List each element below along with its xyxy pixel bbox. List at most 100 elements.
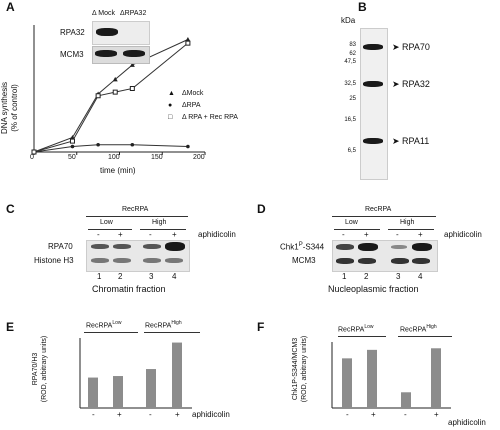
c-band (113, 258, 131, 263)
marker-label: 62 (349, 51, 356, 57)
data-point (95, 93, 101, 99)
x-tick: 50 (68, 154, 76, 161)
panel-d-header: RecRPA (365, 206, 392, 213)
band-label-rpa70: ➤ RPA70 (392, 42, 430, 52)
panel-f-letter: F (257, 320, 265, 334)
bar (431, 348, 441, 408)
sign: + (371, 410, 376, 419)
band-rpa70 (363, 44, 383, 50)
sign: + (434, 410, 439, 419)
series-line (33, 42, 189, 153)
panel-f-group2: RecRPAHigh (400, 324, 437, 334)
sign: - (404, 410, 407, 419)
sign: - (346, 410, 349, 419)
marker-label: 83 (349, 42, 356, 48)
sign: - (92, 410, 95, 419)
panel-c-caption: Chromatin fraction (92, 284, 166, 294)
lane: 2 (364, 272, 369, 281)
band-label-rpa11: ➤ RPA11 (392, 136, 430, 146)
d-band (412, 258, 430, 264)
sign: - (149, 410, 152, 419)
data-point (96, 142, 100, 147)
legend-item-recrpa: □ Δ RPA + Rec RPA (168, 114, 238, 121)
panel-f-treatment: aphidicolin (448, 418, 486, 427)
marker-label: 32,5 (344, 81, 356, 87)
sign: + (118, 230, 123, 239)
panel-e-treatment: aphidicolin (192, 410, 230, 419)
panel-b-unit: kDa (341, 16, 356, 25)
panel-f-chart (331, 342, 451, 409)
d-band (358, 243, 378, 251)
d-band (391, 258, 409, 264)
bar (401, 392, 411, 408)
panel-e-group1: RecRPALow (86, 320, 122, 330)
panel-c-group-low: Low (100, 219, 113, 226)
panel-a-xlabel: time (min) (100, 166, 136, 175)
bar (367, 349, 377, 408)
panel-b-letter: B (358, 0, 367, 14)
inset-row2: MCM3 (60, 50, 84, 59)
x-tick: 200 (193, 154, 205, 161)
panel-d-group-low: Low (345, 219, 358, 226)
data-point (129, 62, 135, 67)
d-band (336, 244, 354, 250)
data-point (130, 142, 135, 147)
panel-d-letter: D (257, 202, 266, 216)
inset-band-rpa32-mock (96, 28, 118, 36)
bar (88, 377, 98, 408)
band-label-rpa32: ➤ RPA32 (392, 79, 430, 89)
bar (342, 358, 352, 408)
sign: + (172, 230, 177, 239)
panel-a-letter: A (6, 0, 15, 14)
panel-d-row2: MCM3 (292, 256, 316, 265)
panel-c-letter: C (6, 202, 15, 216)
bar (113, 376, 123, 408)
data-point (185, 40, 191, 46)
lane: 3 (396, 272, 401, 281)
inset-col2: ΔRPA32 (120, 10, 147, 17)
panel-c-header: RecRPA (122, 206, 149, 213)
data-point (112, 89, 118, 95)
lane: 2 (118, 272, 123, 281)
panel-a-chart (31, 25, 206, 155)
c-band (91, 244, 109, 249)
lane: 4 (172, 272, 177, 281)
sign: + (117, 410, 122, 419)
lane: 1 (342, 272, 347, 281)
panel-d-row1: Chk1P-S344 (280, 242, 325, 252)
x-tick: 0 (30, 154, 34, 161)
data-point (69, 138, 75, 144)
panel-e-letter: E (6, 320, 15, 334)
c-band (143, 258, 161, 263)
data-point (185, 37, 191, 42)
d-band (336, 258, 354, 264)
panel-d-treatment: aphidicolin (444, 230, 482, 239)
data-point (70, 144, 75, 149)
panel-c-treatment: aphidicolin (198, 230, 236, 239)
marker-label: 47,5 (344, 59, 356, 65)
panel-b-gel (360, 28, 388, 180)
panel-e-chart (79, 338, 192, 409)
data-point (129, 86, 135, 91)
sign: - (342, 230, 345, 239)
lane: 4 (418, 272, 423, 281)
panel-c-row2: Histone H3 (34, 256, 74, 265)
bar (146, 369, 156, 408)
sign: - (396, 230, 399, 239)
x-tick: 150 (151, 154, 163, 161)
marker-label: 25 (349, 96, 356, 102)
panel-d-group-high: High (400, 219, 415, 226)
panel-a-legend: ▲ ΔMock ● ΔRPA □ Δ RPA + Rec RPA (168, 88, 238, 124)
panel-d-caption: Nucleoplasmic fraction (328, 284, 419, 294)
legend-item-rpa: ● ΔRPA (168, 102, 201, 109)
lane: 1 (97, 272, 102, 281)
c-band (165, 242, 185, 251)
c-band (143, 244, 161, 249)
marker-label: 16,5 (344, 117, 356, 123)
data-point (112, 76, 118, 82)
marker-label: 6,5 (347, 148, 356, 154)
sign: - (149, 230, 152, 239)
lane: 3 (149, 272, 154, 281)
band-rpa11 (363, 138, 383, 144)
inset-col1: Δ Mock (92, 10, 115, 17)
